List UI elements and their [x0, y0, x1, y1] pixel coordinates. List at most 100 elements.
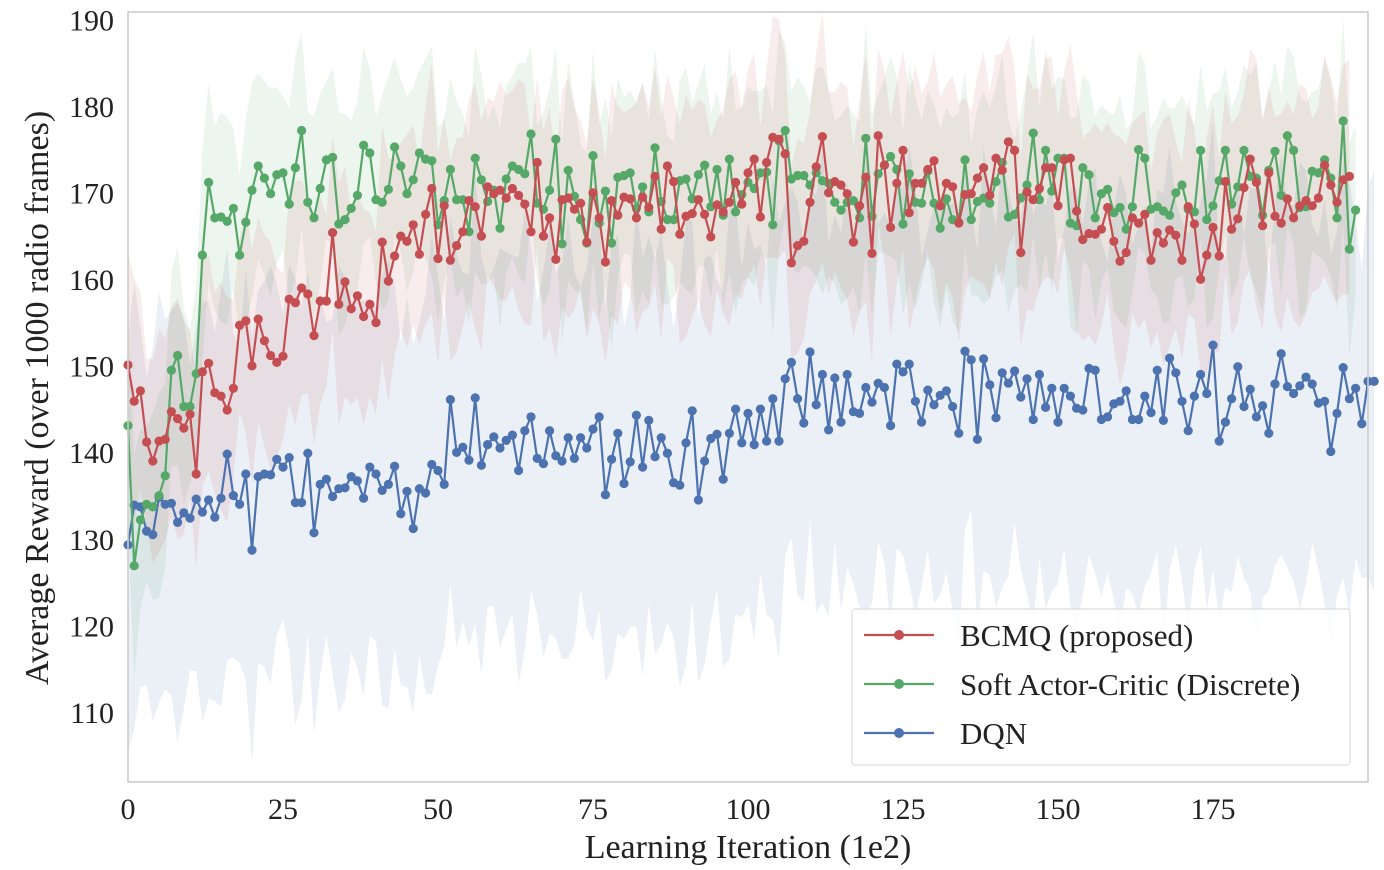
point-dqn: [979, 354, 989, 364]
point-bcmq-proposed: [576, 198, 586, 208]
point-soft-actor-critic-discrete: [1239, 145, 1249, 155]
point-soft-actor-critic-discrete: [563, 165, 573, 175]
point-dqn: [1276, 349, 1286, 359]
point-dqn: [1016, 392, 1026, 402]
point-dqn: [1344, 394, 1354, 404]
point-dqn: [476, 460, 486, 470]
point-dqn: [966, 355, 976, 365]
point-bcmq-proposed: [545, 213, 555, 223]
point-soft-actor-critic-discrete: [941, 194, 952, 204]
point-dqn: [179, 508, 189, 518]
point-soft-actor-critic-discrete: [1208, 201, 1218, 211]
point-bcmq-proposed: [991, 153, 1001, 163]
point-bcmq-proposed: [997, 165, 1007, 175]
point-dqn: [1301, 372, 1311, 382]
point-bcmq-proposed: [1214, 251, 1224, 261]
point-bcmq-proposed: [1289, 213, 1299, 223]
point-bcmq-proposed: [631, 213, 642, 223]
point-soft-actor-critic-discrete: [625, 168, 635, 178]
point-dqn: [1059, 383, 1069, 393]
point-bcmq-proposed: [1301, 196, 1311, 206]
point-soft-actor-critic-discrete: [607, 238, 617, 248]
point-bcmq-proposed: [1332, 197, 1342, 207]
point-soft-actor-critic-discrete: [1220, 145, 1230, 155]
point-dqn: [1152, 365, 1162, 375]
point-soft-actor-critic-discrete: [780, 125, 790, 136]
point-dqn: [693, 495, 704, 505]
point-dqn: [1022, 374, 1032, 384]
point-bcmq-proposed: [780, 149, 790, 159]
point-soft-actor-critic-discrete: [377, 197, 387, 207]
point-dqn: [1065, 391, 1075, 401]
point-dqn: [1140, 391, 1150, 401]
point-soft-actor-critic-discrete: [278, 168, 288, 178]
point-dqn: [1220, 417, 1230, 427]
line-bcmq-proposed: [126, 134, 1350, 476]
point-bcmq-proposed: [272, 357, 282, 367]
point-dqn: [1239, 401, 1249, 412]
point-dqn: [861, 382, 871, 393]
point-bcmq-proposed: [303, 289, 313, 299]
point-dqn: [631, 410, 642, 420]
y-tick-label: 140: [69, 437, 114, 470]
point-bcmq-proposed: [142, 437, 152, 447]
point-soft-actor-critic-discrete: [383, 184, 393, 194]
point-dqn: [811, 400, 821, 410]
point-dqn: [625, 457, 635, 467]
point-soft-actor-critic-discrete: [1090, 213, 1100, 223]
point-dqn: [991, 413, 1001, 423]
y-tick-label: 130: [69, 524, 114, 557]
point-dqn: [458, 442, 468, 452]
point-soft-actor-critic-discrete: [197, 250, 207, 260]
point-dqn: [1146, 408, 1156, 418]
point-soft-actor-critic-discrete: [315, 183, 325, 194]
point-soft-actor-critic-discrete: [328, 152, 338, 162]
point-soft-actor-critic-discrete: [1078, 163, 1088, 173]
point-bcmq-proposed: [1109, 236, 1119, 246]
point-bcmq-proposed: [644, 202, 654, 213]
point-bcmq-proposed: [898, 145, 908, 155]
point-dqn: [985, 380, 995, 390]
point-bcmq-proposed: [476, 231, 486, 241]
point-bcmq-proposed: [340, 277, 350, 287]
point-dqn: [824, 425, 834, 435]
point-bcmq-proposed: [638, 192, 648, 202]
point-bcmq-proposed: [1016, 247, 1026, 258]
x-tick-label: 50: [423, 793, 453, 826]
point-dqn: [972, 434, 983, 444]
point-dqn: [1034, 369, 1044, 380]
point-soft-actor-critic-discrete: [173, 350, 183, 361]
point-soft-actor-critic-discrete: [148, 502, 158, 512]
point-dqn: [1189, 391, 1199, 401]
point-bcmq-proposed: [1078, 234, 1088, 245]
point-bcmq-proposed: [675, 229, 685, 239]
series-bcmq-proposed: [123, 131, 1354, 479]
point-bcmq-proposed: [334, 299, 344, 309]
point-dqn: [768, 394, 778, 404]
point-soft-actor-critic-discrete: [266, 189, 276, 199]
point-dqn: [297, 498, 307, 508]
point-dqn: [687, 406, 697, 416]
point-bcmq-proposed: [985, 190, 995, 200]
point-soft-actor-critic-discrete: [917, 198, 927, 208]
point-bcmq-proposed: [321, 296, 331, 306]
point-bcmq-proposed: [1047, 163, 1057, 173]
point-soft-actor-critic-discrete: [303, 197, 313, 207]
point-bcmq-proposed: [873, 131, 883, 141]
point-dqn: [923, 385, 933, 395]
point-bcmq-proposed: [600, 257, 611, 267]
point-bcmq-proposed: [706, 232, 716, 242]
point-bcmq-proposed: [1065, 153, 1075, 163]
point-soft-actor-critic-discrete: [1134, 145, 1144, 155]
point-bcmq-proposed: [365, 299, 375, 309]
point-soft-actor-critic-discrete: [712, 164, 722, 175]
point-soft-actor-critic-discrete: [402, 189, 412, 199]
point-soft-actor-critic-discrete: [396, 161, 406, 171]
point-dqn: [650, 452, 660, 462]
point-soft-actor-critic-discrete: [768, 220, 778, 230]
point-bcmq-proposed: [749, 154, 759, 164]
point-soft-actor-critic-discrete: [247, 185, 257, 195]
point-bcmq-proposed: [1245, 154, 1255, 164]
point-soft-actor-critic-discrete: [904, 169, 914, 179]
